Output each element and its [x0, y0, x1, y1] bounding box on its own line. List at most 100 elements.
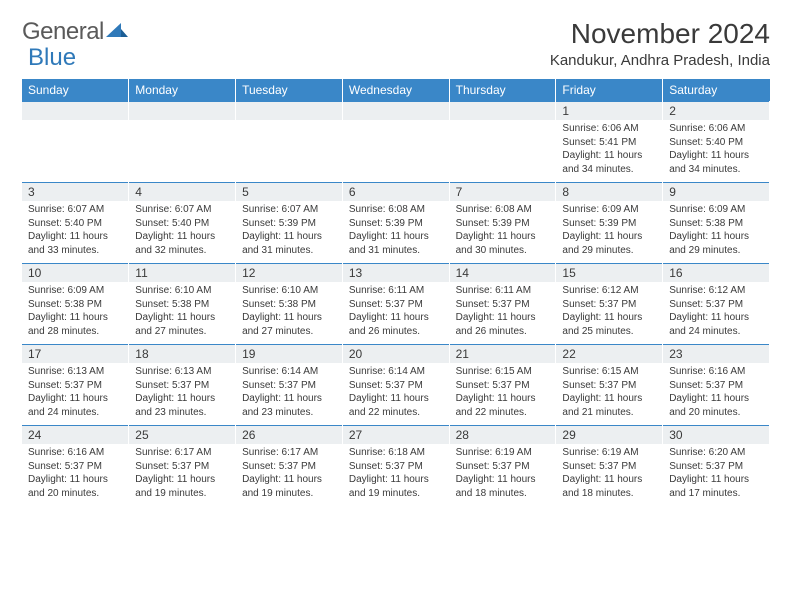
day-number-cell: 6 [342, 183, 449, 202]
sunset-line: Sunset: 5:38 PM [28, 298, 122, 312]
day-number-cell [236, 102, 343, 121]
daylight-line: Daylight: 11 hours and 29 minutes. [562, 230, 656, 257]
day-info-cell: Sunrise: 6:09 AMSunset: 5:38 PMDaylight:… [663, 201, 770, 264]
day-number-cell: 26 [236, 426, 343, 445]
day-number-cell [449, 102, 556, 121]
day-number-cell: 11 [129, 264, 236, 283]
day-number-cell: 27 [342, 426, 449, 445]
day-info-cell: Sunrise: 6:06 AMSunset: 5:41 PMDaylight:… [556, 120, 663, 183]
day-number-cell: 16 [663, 264, 770, 283]
sunset-line: Sunset: 5:37 PM [242, 379, 336, 393]
day-info-cell: Sunrise: 6:14 AMSunset: 5:37 PMDaylight:… [236, 363, 343, 426]
day-info-cell: Sunrise: 6:11 AMSunset: 5:37 PMDaylight:… [342, 282, 449, 345]
sunrise-line: Sunrise: 6:08 AM [456, 203, 550, 217]
day-number-cell: 17 [22, 345, 129, 364]
sunset-line: Sunset: 5:38 PM [135, 298, 229, 312]
sunset-line: Sunset: 5:37 PM [349, 460, 443, 474]
calendar-page: General November 2024 Kandukur, Andhra P… [0, 0, 792, 516]
sunset-line: Sunset: 5:40 PM [135, 217, 229, 231]
day-number-cell: 15 [556, 264, 663, 283]
sunrise-line: Sunrise: 6:19 AM [562, 446, 656, 460]
sunrise-line: Sunrise: 6:09 AM [28, 284, 122, 298]
daylight-line: Daylight: 11 hours and 28 minutes. [28, 311, 122, 338]
sunrise-line: Sunrise: 6:09 AM [669, 203, 763, 217]
sunrise-line: Sunrise: 6:15 AM [456, 365, 550, 379]
day-number-cell: 14 [449, 264, 556, 283]
location: Kandukur, Andhra Pradesh, India [550, 52, 770, 69]
sunset-line: Sunset: 5:39 PM [242, 217, 336, 231]
daylight-line: Daylight: 11 hours and 34 minutes. [562, 149, 656, 176]
sunrise-line: Sunrise: 6:14 AM [242, 365, 336, 379]
sunrise-line: Sunrise: 6:20 AM [669, 446, 763, 460]
sunrise-line: Sunrise: 6:13 AM [135, 365, 229, 379]
day-info-cell [129, 120, 236, 183]
day-number-cell [22, 102, 129, 121]
sunrise-line: Sunrise: 6:12 AM [669, 284, 763, 298]
day-number-cell: 3 [22, 183, 129, 202]
day-number-cell: 18 [129, 345, 236, 364]
daylight-line: Daylight: 11 hours and 20 minutes. [669, 392, 763, 419]
sunset-line: Sunset: 5:37 PM [562, 379, 656, 393]
day-info-cell: Sunrise: 6:19 AMSunset: 5:37 PMDaylight:… [449, 444, 556, 506]
day-info-cell: Sunrise: 6:17 AMSunset: 5:37 PMDaylight:… [129, 444, 236, 506]
daylight-line: Daylight: 11 hours and 34 minutes. [669, 149, 763, 176]
day-info-cell: Sunrise: 6:09 AMSunset: 5:39 PMDaylight:… [556, 201, 663, 264]
day-info-cell: Sunrise: 6:12 AMSunset: 5:37 PMDaylight:… [663, 282, 770, 345]
day-number-cell: 10 [22, 264, 129, 283]
sunset-line: Sunset: 5:37 PM [456, 298, 550, 312]
info-row: Sunrise: 6:06 AMSunset: 5:41 PMDaylight:… [22, 120, 770, 183]
day-number-cell [129, 102, 236, 121]
calendar-body: 12Sunrise: 6:06 AMSunset: 5:41 PMDayligh… [22, 102, 770, 507]
title-block: November 2024 Kandukur, Andhra Pradesh, … [550, 18, 770, 69]
daylight-line: Daylight: 11 hours and 21 minutes. [562, 392, 656, 419]
day-number-cell: 25 [129, 426, 236, 445]
daylight-line: Daylight: 11 hours and 19 minutes. [349, 473, 443, 500]
sunset-line: Sunset: 5:37 PM [669, 298, 763, 312]
sunrise-line: Sunrise: 6:11 AM [456, 284, 550, 298]
sunset-line: Sunset: 5:39 PM [562, 217, 656, 231]
sunset-line: Sunset: 5:37 PM [135, 460, 229, 474]
day-info-cell: Sunrise: 6:14 AMSunset: 5:37 PMDaylight:… [342, 363, 449, 426]
day-info-cell: Sunrise: 6:15 AMSunset: 5:37 PMDaylight:… [556, 363, 663, 426]
sunrise-line: Sunrise: 6:10 AM [135, 284, 229, 298]
info-row: Sunrise: 6:13 AMSunset: 5:37 PMDaylight:… [22, 363, 770, 426]
brand-part1: General [22, 18, 104, 46]
day-info-cell [449, 120, 556, 183]
daylight-line: Daylight: 11 hours and 27 minutes. [135, 311, 229, 338]
brand-logo: General [22, 18, 128, 46]
day-info-cell: Sunrise: 6:13 AMSunset: 5:37 PMDaylight:… [22, 363, 129, 426]
daylight-line: Daylight: 11 hours and 19 minutes. [135, 473, 229, 500]
sunrise-line: Sunrise: 6:17 AM [135, 446, 229, 460]
day-number-cell: 24 [22, 426, 129, 445]
sunrise-line: Sunrise: 6:07 AM [242, 203, 336, 217]
daynum-row: 3456789 [22, 183, 770, 202]
sunrise-line: Sunrise: 6:07 AM [28, 203, 122, 217]
calendar-table: SundayMondayTuesdayWednesdayThursdayFrid… [22, 79, 770, 506]
sunset-line: Sunset: 5:40 PM [669, 136, 763, 150]
sunset-line: Sunset: 5:37 PM [135, 379, 229, 393]
info-row: Sunrise: 6:16 AMSunset: 5:37 PMDaylight:… [22, 444, 770, 506]
day-number-cell: 4 [129, 183, 236, 202]
day-info-cell: Sunrise: 6:20 AMSunset: 5:37 PMDaylight:… [663, 444, 770, 506]
day-info-cell [236, 120, 343, 183]
day-info-cell: Sunrise: 6:07 AMSunset: 5:39 PMDaylight:… [236, 201, 343, 264]
daylight-line: Daylight: 11 hours and 18 minutes. [456, 473, 550, 500]
day-number-cell: 9 [663, 183, 770, 202]
day-info-cell: Sunrise: 6:07 AMSunset: 5:40 PMDaylight:… [129, 201, 236, 264]
daylight-line: Daylight: 11 hours and 17 minutes. [669, 473, 763, 500]
sunset-line: Sunset: 5:37 PM [456, 460, 550, 474]
day-info-cell: Sunrise: 6:16 AMSunset: 5:37 PMDaylight:… [22, 444, 129, 506]
sunrise-line: Sunrise: 6:17 AM [242, 446, 336, 460]
sunset-line: Sunset: 5:38 PM [242, 298, 336, 312]
sunset-line: Sunset: 5:37 PM [349, 298, 443, 312]
daylight-line: Daylight: 11 hours and 31 minutes. [349, 230, 443, 257]
daylight-line: Daylight: 11 hours and 26 minutes. [349, 311, 443, 338]
day-info-cell: Sunrise: 6:08 AMSunset: 5:39 PMDaylight:… [342, 201, 449, 264]
daylight-line: Daylight: 11 hours and 18 minutes. [562, 473, 656, 500]
day-info-cell [342, 120, 449, 183]
sunrise-line: Sunrise: 6:11 AM [349, 284, 443, 298]
day-info-cell: Sunrise: 6:07 AMSunset: 5:40 PMDaylight:… [22, 201, 129, 264]
daylight-line: Daylight: 11 hours and 23 minutes. [135, 392, 229, 419]
daylight-line: Daylight: 11 hours and 22 minutes. [456, 392, 550, 419]
day-number-cell: 13 [342, 264, 449, 283]
